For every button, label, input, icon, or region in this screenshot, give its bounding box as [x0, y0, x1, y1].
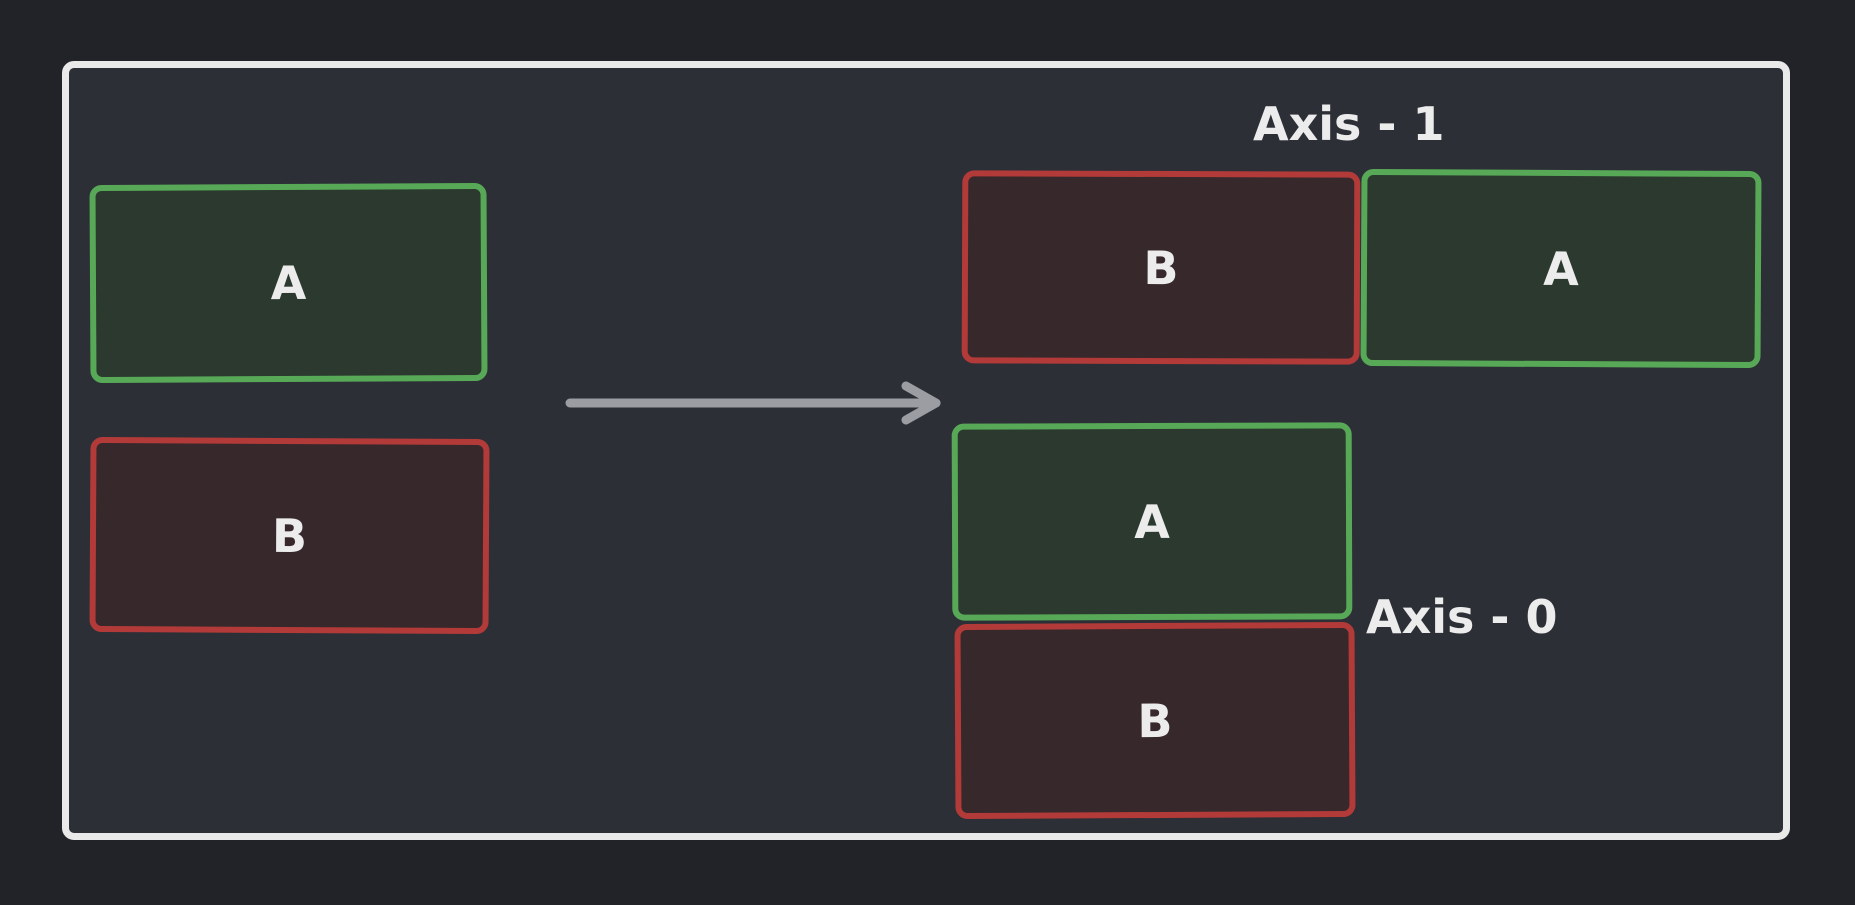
axis1-block-b: B — [961, 170, 1361, 365]
axis0-block-a: A — [951, 422, 1353, 621]
axis-0-title: Axis - 0 — [1366, 590, 1558, 644]
axis-1-title: Axis - 1 — [1253, 97, 1445, 151]
input-block-a: A — [89, 182, 488, 384]
axis0-block-a-label: A — [1134, 494, 1170, 549]
input-block-a-label: A — [270, 255, 307, 311]
axis1-block-b-label: B — [1143, 240, 1179, 295]
right-arrow-icon — [565, 381, 941, 425]
axis0-block-b-label: B — [1137, 693, 1173, 748]
axis0-block-b: B — [954, 621, 1356, 820]
input-block-b-label: B — [271, 508, 308, 563]
axis1-block-a: A — [1360, 168, 1762, 369]
axis1-block-a-label: A — [1543, 241, 1579, 296]
input-block-b: B — [89, 436, 490, 635]
